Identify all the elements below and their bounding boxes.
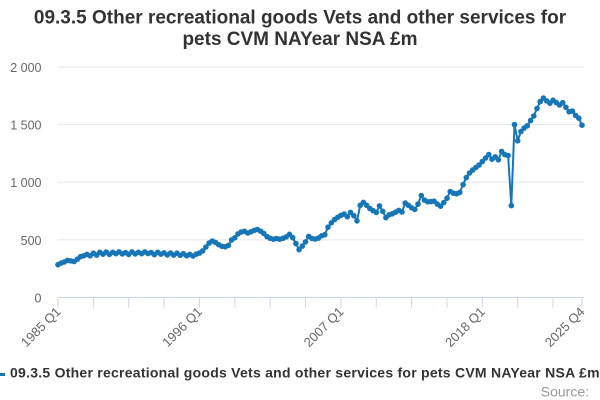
svg-text:1 500: 1 500 bbox=[10, 119, 41, 133]
svg-text:09.3.5 Other recreational good: 09.3.5 Other recreational goods Vets and… bbox=[34, 8, 567, 29]
svg-text:2 000: 2 000 bbox=[10, 61, 41, 75]
svg-text:1 000: 1 000 bbox=[10, 176, 41, 190]
svg-text:500: 500 bbox=[21, 234, 42, 248]
svg-text:09.3.5 Other recreational good: 09.3.5 Other recreational goods Vets and… bbox=[10, 365, 600, 381]
svg-text:0: 0 bbox=[35, 292, 42, 306]
svg-text:pets CVM NAYear NSA £m: pets CVM NAYear NSA £m bbox=[182, 29, 417, 50]
svg-text:Source:: Source: bbox=[541, 384, 589, 400]
